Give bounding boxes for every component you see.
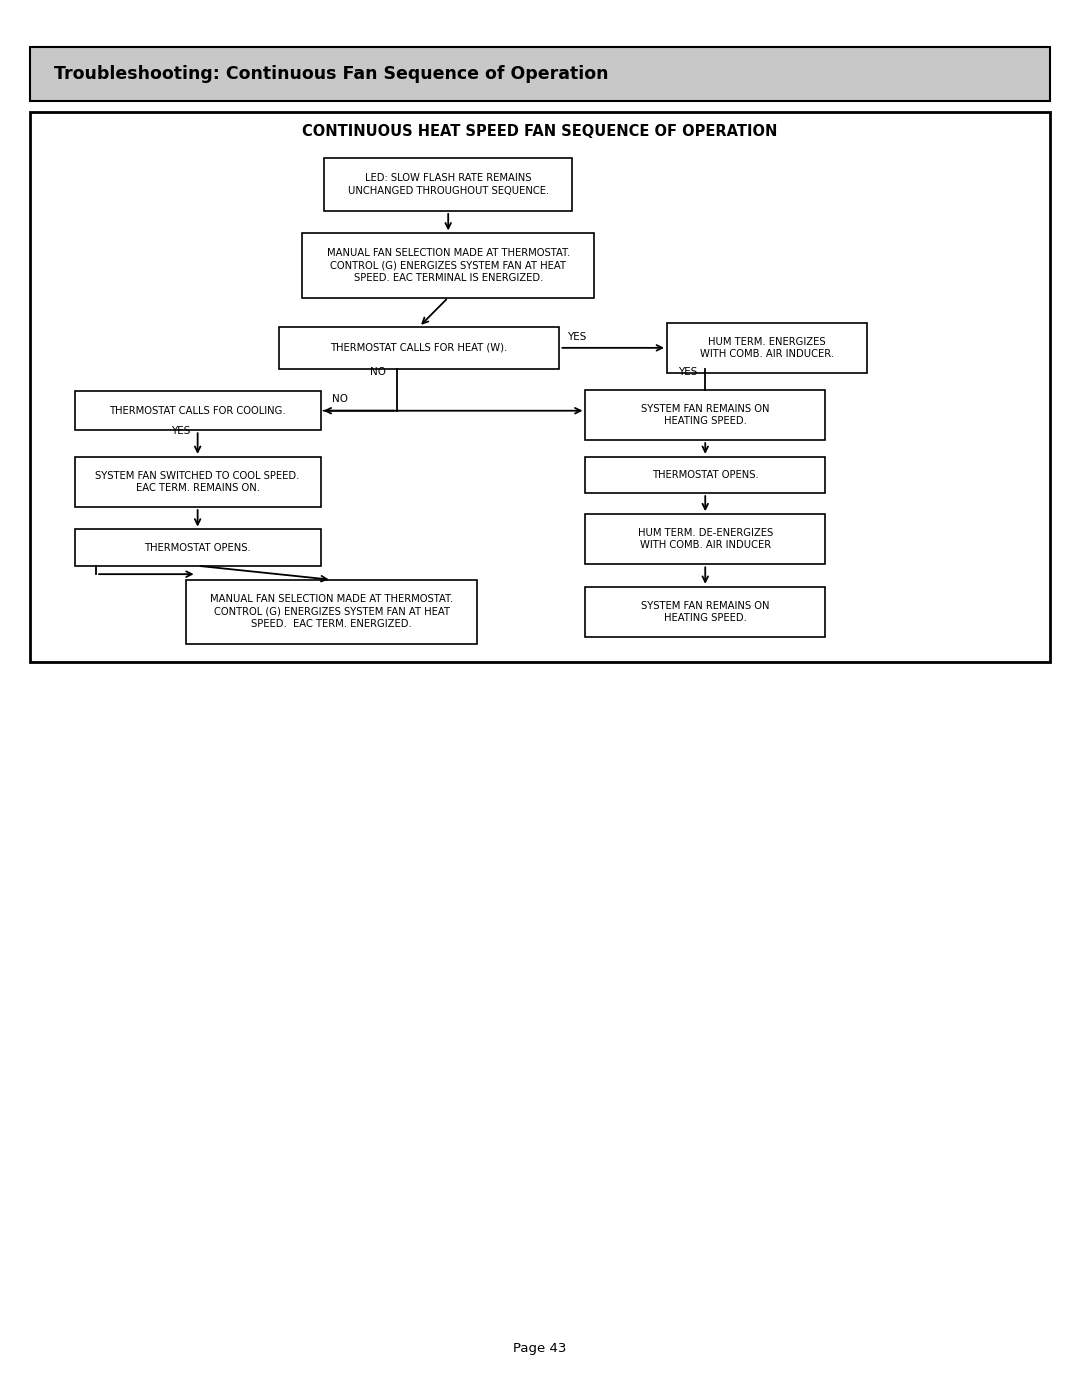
- Text: MANUAL FAN SELECTION MADE AT THERMOSTAT.
CONTROL (G) ENERGIZES SYSTEM FAN AT HEA: MANUAL FAN SELECTION MADE AT THERMOSTAT.…: [326, 249, 570, 282]
- Bar: [585, 587, 825, 637]
- Bar: [585, 514, 825, 564]
- Bar: [667, 323, 867, 373]
- Text: Page 43: Page 43: [513, 1341, 567, 1355]
- Bar: [30, 112, 1050, 662]
- Text: NO: NO: [332, 394, 348, 404]
- Text: Troubleshooting: Continuous Fan Sequence of Operation: Troubleshooting: Continuous Fan Sequence…: [54, 66, 608, 82]
- Bar: [30, 47, 1050, 101]
- Text: CONTINUOUS HEAT SPEED FAN SEQUENCE OF OPERATION: CONTINUOUS HEAT SPEED FAN SEQUENCE OF OP…: [302, 124, 778, 138]
- Text: THERMOSTAT CALLS FOR COOLING.: THERMOSTAT CALLS FOR COOLING.: [109, 405, 286, 416]
- Text: SYSTEM FAN SWITCHED TO COOL SPEED.
EAC TERM. REMAINS ON.: SYSTEM FAN SWITCHED TO COOL SPEED. EAC T…: [95, 471, 300, 493]
- Text: HUM TERM. DE-ENERGIZES
WITH COMB. AIR INDUCER: HUM TERM. DE-ENERGIZES WITH COMB. AIR IN…: [637, 528, 773, 550]
- Text: MANUAL FAN SELECTION MADE AT THERMOSTAT.
CONTROL (G) ENERGIZES SYSTEM FAN AT HEA: MANUAL FAN SELECTION MADE AT THERMOSTAT.…: [210, 595, 454, 629]
- Text: YES: YES: [567, 332, 586, 342]
- Text: THERMOSTAT OPENS.: THERMOSTAT OPENS.: [145, 542, 251, 553]
- Bar: [585, 390, 825, 440]
- Text: LED: SLOW FLASH RATE REMAINS
UNCHANGED THROUGHOUT SEQUENCE.: LED: SLOW FLASH RATE REMAINS UNCHANGED T…: [348, 173, 549, 196]
- Text: HUM TERM. ENERGIZES
WITH COMB. AIR INDUCER.: HUM TERM. ENERGIZES WITH COMB. AIR INDUC…: [700, 337, 834, 359]
- Bar: [324, 158, 572, 211]
- Text: THERMOSTAT OPENS.: THERMOSTAT OPENS.: [652, 469, 758, 481]
- Text: YES: YES: [678, 367, 698, 377]
- Bar: [279, 327, 559, 369]
- Bar: [186, 580, 477, 644]
- Bar: [75, 457, 321, 507]
- Text: SYSTEM FAN REMAINS ON
HEATING SPEED.: SYSTEM FAN REMAINS ON HEATING SPEED.: [642, 601, 769, 623]
- Bar: [75, 529, 321, 566]
- Bar: [302, 233, 594, 298]
- Text: NO: NO: [370, 367, 387, 377]
- Text: THERMOSTAT CALLS FOR HEAT (W).: THERMOSTAT CALLS FOR HEAT (W).: [330, 342, 508, 353]
- Bar: [585, 457, 825, 493]
- Text: YES: YES: [171, 426, 190, 436]
- Bar: [75, 391, 321, 430]
- Text: SYSTEM FAN REMAINS ON
HEATING SPEED.: SYSTEM FAN REMAINS ON HEATING SPEED.: [642, 404, 769, 426]
